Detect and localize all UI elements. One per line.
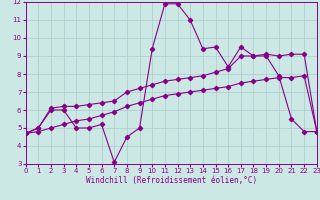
X-axis label: Windchill (Refroidissement éolien,°C): Windchill (Refroidissement éolien,°C) xyxy=(86,176,257,185)
